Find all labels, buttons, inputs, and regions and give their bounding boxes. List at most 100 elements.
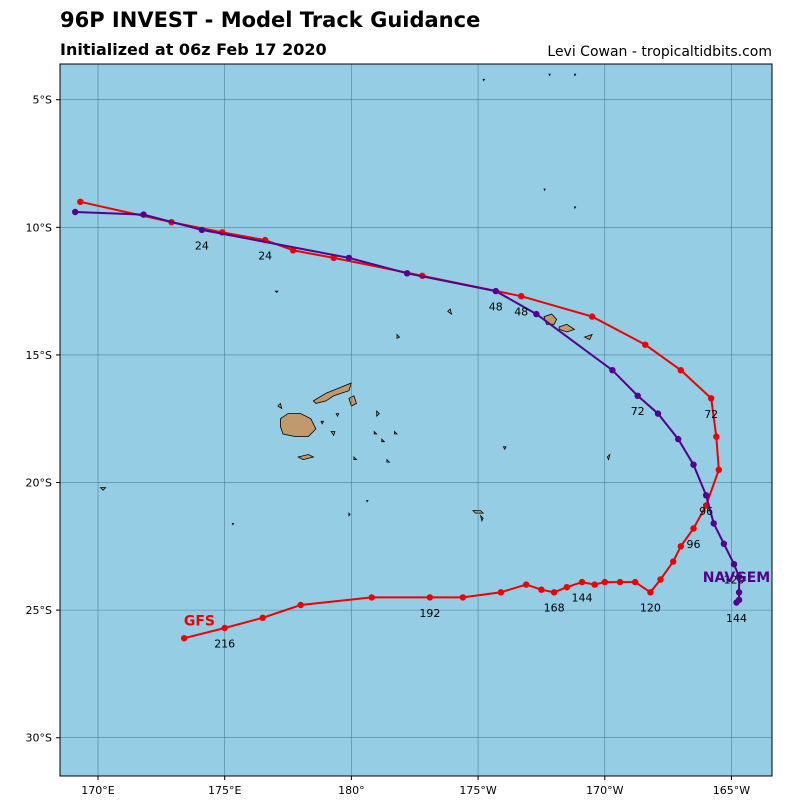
- island-tokelau-2: [573, 206, 577, 210]
- gfs-track-point: [601, 578, 608, 586]
- gfs-hour-label: 168: [544, 602, 565, 615]
- gfs-track-point: [647, 589, 654, 596]
- island-islet-a: [366, 499, 369, 503]
- lon-tick-label: 170°W: [586, 784, 623, 797]
- gfs-track-point: [459, 594, 467, 601]
- island-vanua-levu: [312, 382, 353, 404]
- gfs-track-point: [538, 586, 545, 593]
- navgem-track-point: [702, 492, 710, 499]
- gfs-track-point: [77, 198, 84, 205]
- island-tokelau-1: [543, 188, 546, 192]
- tracks-layer: [72, 198, 743, 642]
- gfs-track-point: [713, 433, 720, 440]
- navgem-hour-label: 120: [724, 574, 745, 587]
- gfs-hour-label: 96: [687, 538, 701, 551]
- island-lau-2: [373, 430, 378, 435]
- navgem-track-point: [735, 573, 743, 581]
- navgem-model-label: NAVGEM: [703, 570, 770, 586]
- island-tuvalu-2: [548, 73, 552, 77]
- lon-tick-label: 170°E: [81, 784, 114, 797]
- island-upolu: [558, 323, 576, 333]
- island-lau-5: [353, 456, 358, 461]
- lat-tick-label: 25°S: [26, 604, 52, 617]
- lat-tick-label: 5°S: [33, 94, 52, 107]
- gfs-track-point: [518, 293, 525, 300]
- lat-tick-label: 20°S: [26, 477, 52, 490]
- ocean-background: [60, 64, 772, 776]
- island-lau-6: [386, 458, 391, 463]
- gfs-track-point: [497, 589, 505, 596]
- island-viti-levu: [279, 413, 317, 438]
- islands-layer: [99, 73, 611, 526]
- gfs-model-label: GFS: [184, 613, 215, 629]
- gfs-track-point: [708, 395, 715, 402]
- island-lau-4: [394, 430, 398, 435]
- navgem-track-point: [634, 392, 641, 399]
- island-vavau: [502, 446, 507, 451]
- navgem-hour-label: 96: [699, 505, 713, 518]
- island-koro: [335, 413, 340, 418]
- lon-tick-label: 165°W: [713, 784, 750, 797]
- lon-tick-label: 175°E: [208, 784, 241, 797]
- gfs-hour-label: 24: [258, 250, 272, 263]
- navgem-track-point: [690, 461, 697, 468]
- gfs-track-point: [677, 367, 684, 374]
- lat-tick-label: 15°S: [26, 349, 52, 362]
- navgem-track-point: [730, 561, 738, 568]
- gfs-track-point: [690, 525, 697, 532]
- map-title: 96P INVEST - Model Track Guidance: [60, 8, 481, 32]
- gfs-hour-label: 144: [572, 592, 593, 605]
- map-subtitle: Initialized at 06z Feb 17 2020: [60, 40, 327, 59]
- navgem-hour-label: 24: [195, 239, 209, 252]
- navgem-track-point: [403, 270, 411, 277]
- axis-ticks: 170°E 175°E 180° 175°W 170°W 165°W 5°S 10°S 15°S…: [26, 94, 751, 797]
- island-tuvalu-3: [573, 73, 577, 77]
- navgem-track-point: [710, 520, 717, 527]
- navgem-hour-label: 72: [631, 405, 645, 418]
- gfs-track-point: [642, 341, 649, 348]
- navgem-track-point: [72, 208, 79, 216]
- gfs-track-point: [297, 601, 304, 609]
- navgem-track-point: [735, 589, 743, 596]
- navgem-track-point: [609, 367, 616, 374]
- gfs-hour-label: 48: [514, 306, 528, 319]
- gfs-track-point: [715, 466, 722, 473]
- island-lakeba: [330, 431, 336, 437]
- gfs-track-point: [221, 624, 228, 632]
- island-conway: [99, 487, 107, 491]
- gfs-track-point: [368, 594, 375, 601]
- labels-layer: 24 48 72 96 120 144 168 192 216 GFS 24 48 72 96 120 144…: [184, 239, 770, 650]
- navgem-track-point: [345, 254, 353, 262]
- navgem-hour-label: 48: [489, 301, 503, 314]
- island-lau-3: [381, 438, 386, 443]
- gfs-hour-label: 216: [214, 638, 235, 651]
- gfs-hour-label: 120: [640, 602, 661, 615]
- island-eua: [479, 514, 484, 522]
- gfs-track-point: [550, 589, 558, 596]
- island-taveuni: [348, 395, 357, 407]
- navgem-track-point: [492, 287, 499, 295]
- navgem-track-point: [198, 226, 206, 234]
- lat-tick-label: 30°S: [26, 732, 52, 745]
- gfs-track-point: [289, 247, 297, 254]
- gfs-hour-label: 72: [704, 408, 718, 421]
- navgem-track-point: [720, 540, 728, 547]
- island-tutuila: [583, 333, 593, 341]
- island-lau-1: [376, 410, 380, 418]
- gfs-hour-label: 192: [419, 607, 440, 620]
- island-ovalau: [320, 420, 325, 425]
- gfs-track-point: [578, 578, 586, 586]
- gfs-track-point: [591, 581, 598, 588]
- gfs-track-point: [523, 581, 530, 588]
- gfs-track-point: [563, 584, 570, 591]
- navgem-track-point: [675, 435, 682, 443]
- island-wallis: [447, 308, 453, 316]
- island-rotuma: [274, 290, 279, 293]
- island-futuna: [396, 333, 401, 339]
- lon-tick-label: 175°W: [459, 784, 496, 797]
- navgem-track-point: [654, 410, 662, 417]
- map-credit: Levi Cowan - tropicaltidbits.com: [547, 44, 772, 60]
- gfs-track-point: [677, 543, 684, 550]
- gfs-track-point: [616, 578, 624, 586]
